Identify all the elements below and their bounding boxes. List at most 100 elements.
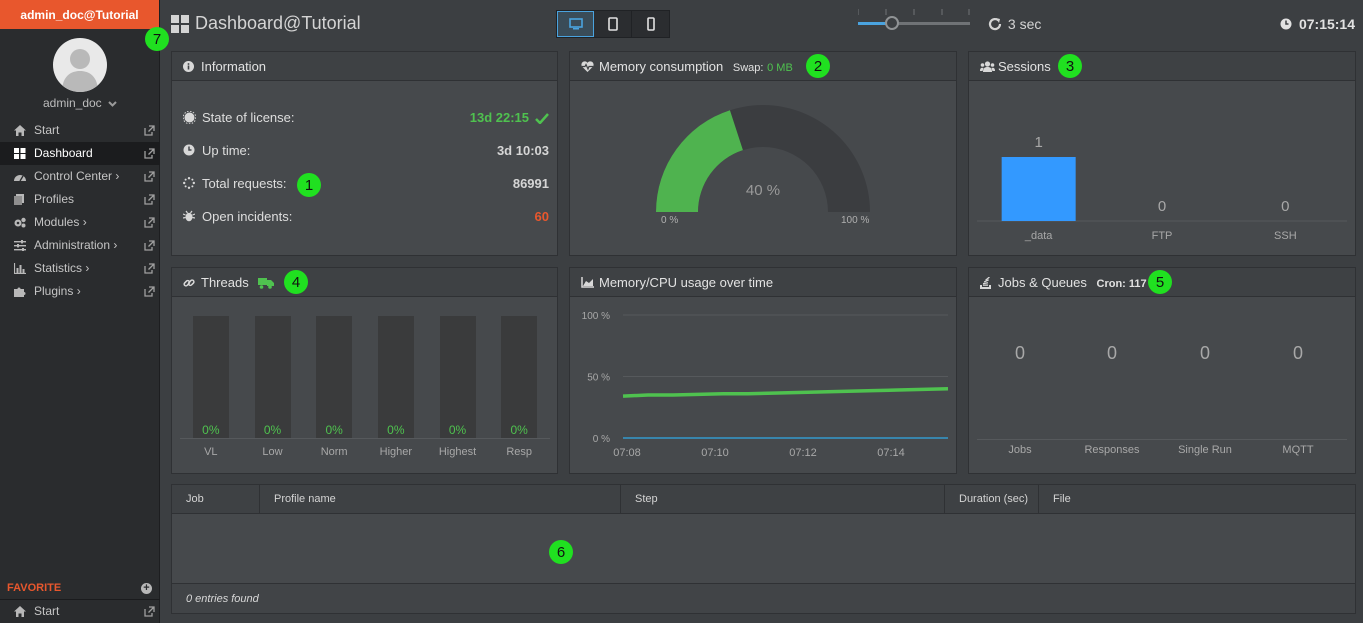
device-switcher <box>556 10 670 38</box>
top-bar: Dashboard@Tutorial 3 sec 07:15:14 <box>160 0 1363 48</box>
avatar[interactable] <box>53 38 107 92</box>
thread-bar: 0% <box>439 316 476 438</box>
area-chart-icon <box>581 277 594 288</box>
cron-count: Cron: 117 <box>1096 278 1147 290</box>
panel-title: Threads <box>201 275 249 290</box>
job-count: 0 <box>1199 343 1210 363</box>
cogs-icon <box>14 217 26 228</box>
user-silhouette-icon <box>62 49 98 92</box>
job-category-label: Single Run <box>1178 444 1232 456</box>
brand-header[interactable]: admin_doc@Tutorial <box>0 0 159 29</box>
memory-panel: Memory consumption Swap: 0 MB 2 40 % 0 %… <box>569 51 957 256</box>
sidebar: admin_doc@Tutorial admin_doc Start Dashbo… <box>0 0 160 623</box>
y-tick-label: 50 % <box>587 373 610 384</box>
nav-label: Start <box>34 123 60 137</box>
certificate-icon <box>183 111 196 124</box>
external-link-icon[interactable] <box>144 606 155 617</box>
refresh-icon <box>988 17 1002 31</box>
gauge-percent: 40 % <box>745 182 781 199</box>
mobile-view-button[interactable] <box>632 11 669 37</box>
bar-chart-icon <box>14 263 26 274</box>
requests-row: Total requests: 86991 <box>183 174 549 194</box>
mobile-icon <box>646 17 655 31</box>
files-icon <box>14 194 24 205</box>
home-icon <box>14 125 26 136</box>
thread-bar-value: 0% <box>263 423 282 437</box>
sidebar-item-profiles[interactable]: Profiles <box>0 188 160 211</box>
favorite-list: Start <box>0 600 160 623</box>
bar-value-label: 0 <box>1281 198 1289 215</box>
thread-bar-value: 0% <box>202 423 220 437</box>
sidebar-item-administration[interactable]: Administration › <box>0 234 160 257</box>
job-count: 0 <box>1106 343 1117 363</box>
tablet-view-button[interactable] <box>594 11 632 37</box>
uptime-label: Up time: <box>202 143 251 158</box>
job-category-label: Responses <box>1084 444 1140 456</box>
external-link-icon[interactable] <box>144 148 155 159</box>
column-header-duration[interactable]: Duration (sec) <box>945 485 1039 514</box>
cpu-chart: 100 % 50 % 0 %07:08 07:10 07:12 07:14 <box>582 311 949 459</box>
sessions-chart: 1 _data 0 FTP 0 SSH <box>977 134 1347 242</box>
thread-category-label: Highest <box>438 446 477 458</box>
callout-badge: 6 <box>549 540 573 564</box>
external-link-icon[interactable] <box>144 263 155 274</box>
chevron-down-icon <box>108 101 117 107</box>
panel-title: Information <box>201 59 267 74</box>
panel-title: Sessions <box>998 59 1051 74</box>
bug-icon <box>183 210 195 222</box>
cpu-panel: Memory/CPU usage over time 100 % 50 % 0 % 0… <box>569 267 957 474</box>
dashboard-grid-icon <box>171 15 189 33</box>
nav-label: Profiles <box>34 192 75 206</box>
y-tick-label: 100 % <box>582 311 610 322</box>
username-label: admin_doc <box>42 96 102 110</box>
favorite-item-start[interactable]: Start <box>0 600 160 623</box>
puzzle-icon <box>14 287 26 297</box>
panel-title: Memory consumption <box>599 59 724 74</box>
table-header: Job Profile name Step Duration (sec) Fil… <box>172 485 1355 514</box>
clock-icon <box>1280 18 1292 30</box>
callout-badge: 3 <box>1058 54 1082 78</box>
bar-value-label: 0 <box>1158 198 1166 215</box>
spinner-icon <box>183 177 195 189</box>
sliders-icon <box>14 240 26 251</box>
column-header-step[interactable]: Step <box>621 485 945 514</box>
heartbeat-icon <box>581 61 594 72</box>
sidebar-item-modules[interactable]: Modules › <box>0 211 160 234</box>
external-link-icon[interactable] <box>144 286 155 297</box>
link-icon <box>183 279 195 287</box>
sidebar-item-control-center[interactable]: Control Center › <box>0 165 160 188</box>
x-tick-label: 07:10 <box>701 447 729 459</box>
desktop-view-button[interactable] <box>557 11 595 37</box>
truck-icon <box>258 278 275 289</box>
information-panel: Information State of license: 13d 22:15 … <box>171 51 558 256</box>
external-link-icon[interactable] <box>144 171 155 182</box>
add-favorite-icon[interactable]: + <box>141 583 152 594</box>
slider-fill <box>858 22 892 25</box>
column-header-profile-name[interactable]: Profile name <box>260 485 621 514</box>
external-link-icon[interactable] <box>144 217 155 228</box>
sidebar-item-dashboard[interactable]: Dashboard <box>0 142 160 165</box>
external-link-icon[interactable] <box>144 240 155 251</box>
external-link-icon[interactable] <box>144 194 155 205</box>
uptime-row: Up time: 3d 10:03 <box>183 141 549 161</box>
external-link-icon[interactable] <box>144 125 155 136</box>
sidebar-item-statistics[interactable]: Statistics › <box>0 257 160 280</box>
category-label: _data <box>1024 230 1053 242</box>
incidents-value[interactable]: 60 <box>534 209 549 224</box>
desktop-icon <box>569 18 583 30</box>
refresh-slider[interactable] <box>858 16 970 30</box>
slider-handle[interactable] <box>884 16 899 30</box>
job-count: 0 <box>1014 343 1025 363</box>
table-footer: 0 entries found <box>172 583 1355 613</box>
column-header-job[interactable]: Job <box>172 485 260 514</box>
thread-category-label: Resp <box>506 446 532 458</box>
sessions-panel: Sessions 3 1 _data 0 FTP 0 SSH <box>968 51 1356 256</box>
user-menu[interactable]: admin_doc <box>0 96 160 110</box>
x-tick-label: 07:12 <box>789 447 817 459</box>
column-header-file[interactable]: File <box>1053 493 1071 505</box>
sidebar-item-start[interactable]: Start <box>0 119 160 142</box>
sidebar-item-plugins[interactable]: Plugins › <box>0 280 160 303</box>
memory-gauge <box>656 105 870 212</box>
y-tick-label: 0 % <box>593 434 610 445</box>
refresh-interval[interactable]: 3 sec <box>988 16 1041 32</box>
